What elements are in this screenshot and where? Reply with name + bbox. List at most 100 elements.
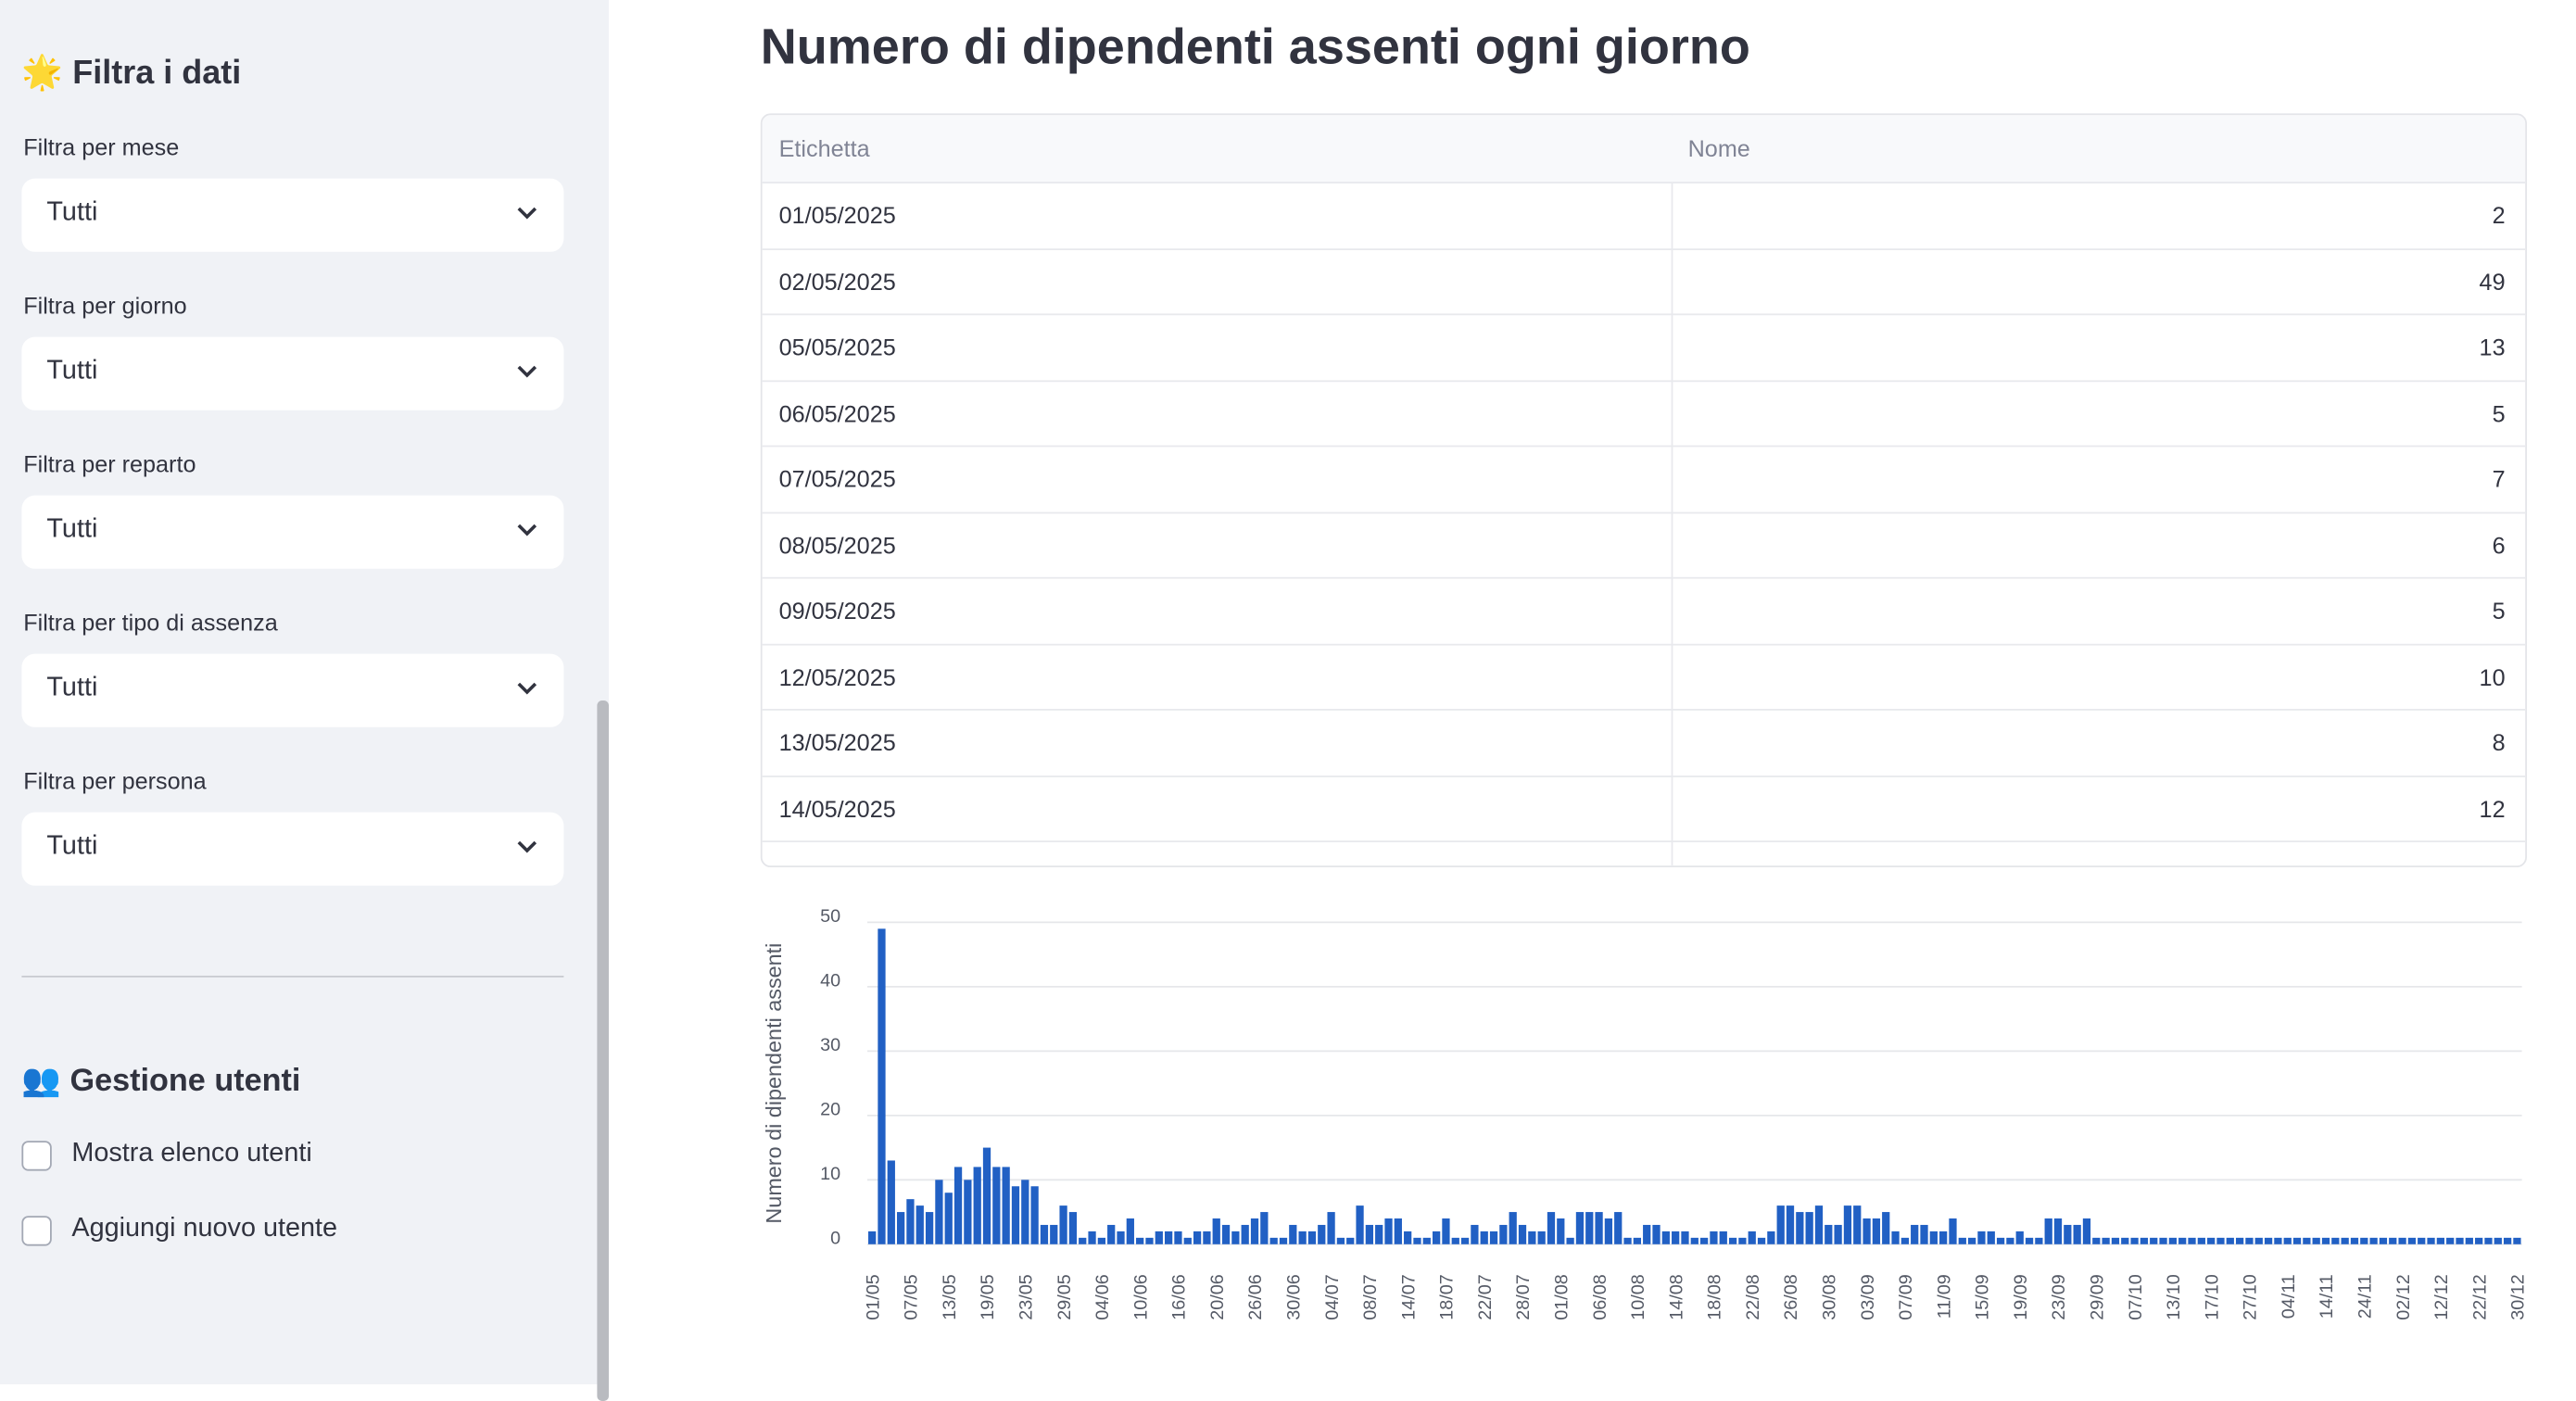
select-box[interactable]: Tutti [21, 336, 564, 410]
bar [1097, 1237, 1106, 1244]
bar [1231, 1231, 1240, 1244]
x-tick-label: 04/07 [1322, 1274, 1343, 1320]
bar [1011, 1186, 1020, 1244]
scrollbar[interactable] [597, 700, 609, 1401]
bar [1327, 1212, 1335, 1244]
bar [2178, 1237, 2187, 1244]
bar [2025, 1237, 2034, 1244]
page-title: Numero di dipendenti assenti ogni giorno [760, 19, 1750, 75]
sidebar: 🌟 Filtra i dati Filtra per mese Tutti Filt… [0, 0, 609, 1401]
bar [1805, 1212, 1813, 1244]
table-cell: 14/05/2025 [778, 794, 896, 822]
users-title: 👥 Gestione utenti [21, 1064, 301, 1100]
x-tick-label: 03/09 [1858, 1274, 1878, 1320]
bar [2503, 1237, 2512, 1244]
bar [1002, 1167, 1010, 1244]
bar [1164, 1231, 1173, 1244]
table-cell: 13 [2479, 334, 2506, 360]
bar [1825, 1224, 1833, 1244]
bar [944, 1193, 953, 1244]
bar [1088, 1231, 1096, 1244]
bar [1442, 1218, 1450, 1244]
y-tick-label: 20 [820, 1100, 840, 1120]
bar [1422, 1237, 1431, 1244]
select-value: Tutti [46, 198, 98, 227]
divider [21, 976, 564, 978]
bar [2465, 1237, 2473, 1244]
table-cell: 49 [2479, 267, 2506, 295]
x-tick-label: 07/09 [1896, 1274, 1916, 1320]
x-tick-label: 22/12 [2469, 1274, 2490, 1320]
table-cell: 02/05/2025 [778, 267, 896, 295]
select-box[interactable]: Tutti [21, 653, 564, 727]
x-tick-label: 18/08 [1705, 1274, 1725, 1320]
table-cell: 06/05/2025 [778, 399, 896, 426]
bar [2121, 1237, 2129, 1244]
x-tick-label: 30/06 [1284, 1274, 1305, 1320]
bar [1068, 1212, 1078, 1244]
bar [1958, 1237, 1966, 1244]
bar [1021, 1180, 1029, 1244]
bar [925, 1212, 934, 1244]
bar [2073, 1224, 2081, 1244]
checkbox-label: Aggiungi nuovo utente [71, 1214, 338, 1243]
bar [1404, 1231, 1412, 1244]
bar [973, 1167, 981, 1244]
bar [915, 1205, 924, 1244]
bar [1499, 1224, 1508, 1244]
x-tick-label: 17/10 [2202, 1274, 2222, 1320]
filter-label: Filtra per mese [23, 133, 180, 160]
bar [1250, 1218, 1259, 1244]
bar [1681, 1231, 1689, 1244]
table-cell: 6 [2492, 531, 2506, 559]
table-cell: 01/05/2025 [778, 201, 896, 229]
x-tick-label: 29/05 [1054, 1274, 1075, 1320]
bar [1212, 1218, 1220, 1244]
chevron [517, 840, 537, 853]
select-box[interactable]: Tutti [21, 812, 564, 886]
x-tick-label: 11/09 [1934, 1274, 1954, 1319]
bar [868, 1231, 877, 1244]
bar [1652, 1224, 1661, 1244]
bar [2168, 1237, 2177, 1244]
bar [2369, 1237, 2378, 1244]
x-tick-label: 13/05 [940, 1274, 960, 1320]
bar [2513, 1237, 2521, 1244]
bar [1336, 1237, 1345, 1244]
bar [1882, 1212, 1890, 1244]
bar [1699, 1237, 1709, 1244]
bar [1738, 1237, 1747, 1244]
table-cell: 08/05/2025 [778, 531, 896, 559]
chevron [517, 207, 537, 220]
bar [1911, 1224, 1919, 1244]
bar [2398, 1237, 2406, 1244]
bar [2418, 1237, 2426, 1244]
bar [1279, 1237, 1288, 1244]
bar [1203, 1231, 1211, 1244]
bar [1384, 1218, 1393, 1244]
bar [1394, 1218, 1402, 1244]
bar [1289, 1224, 1297, 1244]
bar [1413, 1237, 1421, 1244]
x-tick-label: 30/08 [1819, 1274, 1839, 1320]
bar [1786, 1205, 1795, 1244]
bar [2407, 1237, 2417, 1244]
x-tick-label: 04/11 [2279, 1274, 2299, 1319]
chevron [517, 682, 537, 695]
x-tick-label: 01/05 [863, 1274, 883, 1320]
bar [1939, 1231, 1948, 1244]
bar [2475, 1237, 2483, 1244]
bar [1728, 1237, 1737, 1244]
filter-label: Filtra per tipo di assenza [23, 609, 278, 636]
bar [1967, 1237, 1976, 1244]
bar [1643, 1224, 1651, 1244]
bar [1776, 1205, 1785, 1244]
bar [1977, 1231, 1986, 1244]
bar [2264, 1237, 2273, 1244]
bar [2360, 1237, 2368, 1244]
x-tick-label: 28/07 [1513, 1274, 1534, 1320]
select-box[interactable]: Tutti [21, 178, 564, 252]
select-box[interactable]: Tutti [21, 495, 564, 569]
bar [1661, 1231, 1670, 1244]
